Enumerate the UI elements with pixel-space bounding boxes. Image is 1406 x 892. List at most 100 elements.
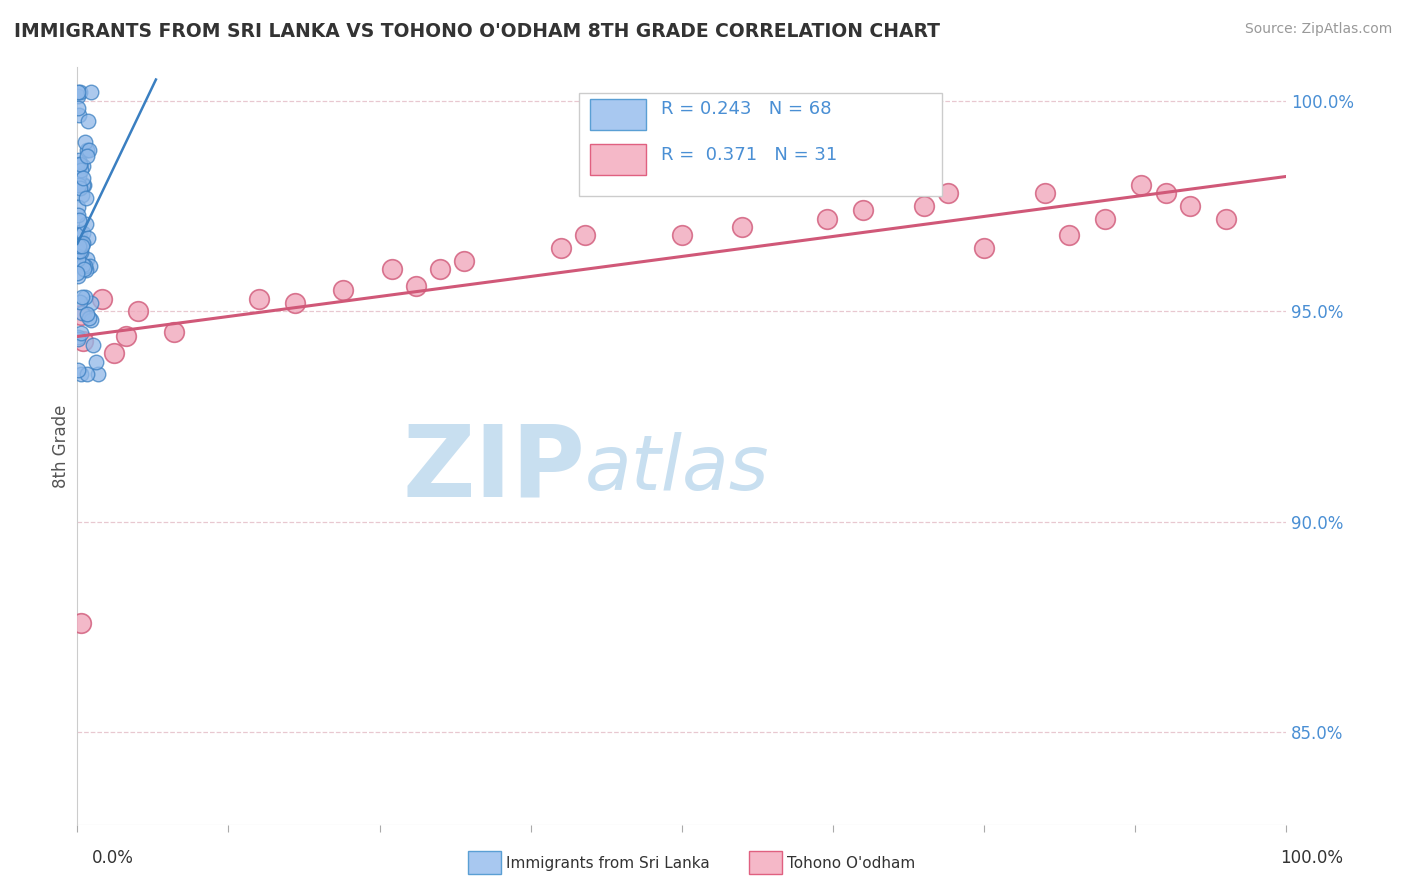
Point <box>114 329 136 343</box>
Point <box>70 368 93 382</box>
Point <box>76 149 98 163</box>
Point <box>67 212 90 227</box>
Point <box>163 325 186 339</box>
Point <box>86 355 108 369</box>
Point <box>70 615 93 630</box>
Point <box>87 368 110 382</box>
Point <box>815 211 838 226</box>
Point <box>405 279 427 293</box>
Point <box>72 159 94 173</box>
Point <box>67 200 90 214</box>
Point <box>70 326 93 340</box>
Text: 0.0%: 0.0% <box>91 849 134 867</box>
Point <box>75 262 97 277</box>
Point <box>70 162 93 177</box>
Point <box>90 292 112 306</box>
Point <box>69 294 91 309</box>
Text: ZIP: ZIP <box>402 420 585 517</box>
Y-axis label: 8th Grade: 8th Grade <box>52 404 70 488</box>
Point <box>1154 186 1177 201</box>
Point <box>69 108 91 122</box>
Point <box>574 228 596 243</box>
Point <box>936 186 959 201</box>
Point <box>381 262 404 277</box>
Point <box>73 178 96 193</box>
Text: Tohono O'odham: Tohono O'odham <box>787 856 915 871</box>
Point <box>70 290 93 304</box>
Point <box>73 260 96 274</box>
Point <box>453 253 475 268</box>
Point <box>72 226 94 240</box>
Point <box>72 306 94 320</box>
FancyBboxPatch shape <box>579 94 942 196</box>
Point <box>67 88 90 103</box>
Point <box>70 245 93 260</box>
Point <box>70 236 93 251</box>
Point <box>69 156 91 170</box>
Point <box>67 239 90 253</box>
Point <box>72 258 94 272</box>
Point <box>550 241 572 255</box>
Point <box>72 188 94 202</box>
Point <box>77 113 100 128</box>
Point <box>69 244 91 259</box>
Point <box>73 290 96 304</box>
Text: R = 0.243   N = 68: R = 0.243 N = 68 <box>661 101 832 119</box>
Point <box>76 368 98 382</box>
Point <box>284 295 307 310</box>
Point <box>69 85 91 99</box>
Point <box>1094 211 1116 226</box>
Point <box>75 191 97 205</box>
FancyBboxPatch shape <box>591 145 645 176</box>
Point <box>247 292 270 306</box>
Point <box>69 225 91 239</box>
Text: atlas: atlas <box>585 432 769 506</box>
Point <box>72 170 94 185</box>
Point <box>72 236 94 251</box>
Point <box>67 244 90 258</box>
Point <box>73 262 96 277</box>
Point <box>67 178 90 192</box>
Point <box>79 311 101 326</box>
Point <box>73 135 96 149</box>
Text: R =  0.371   N = 31: R = 0.371 N = 31 <box>661 146 838 164</box>
Point <box>1178 199 1201 213</box>
Point <box>76 143 98 157</box>
Point <box>69 169 91 183</box>
Point <box>66 158 89 172</box>
Point <box>69 158 91 172</box>
Text: Source: ZipAtlas.com: Source: ZipAtlas.com <box>1244 22 1392 37</box>
Point <box>127 304 149 318</box>
Point <box>429 262 451 277</box>
Point <box>67 209 90 223</box>
Point <box>75 217 97 231</box>
Point <box>76 307 98 321</box>
Point <box>1057 228 1080 243</box>
Point <box>69 158 91 172</box>
Point <box>67 268 90 283</box>
Point <box>67 153 90 167</box>
Point <box>66 266 89 280</box>
Text: Immigrants from Sri Lanka: Immigrants from Sri Lanka <box>506 856 710 871</box>
Point <box>973 241 995 255</box>
Point <box>1033 186 1056 201</box>
Point <box>731 219 754 234</box>
Point <box>66 242 89 256</box>
Point <box>332 283 354 297</box>
Point <box>72 334 94 348</box>
Point <box>77 230 100 244</box>
Text: 100.0%: 100.0% <box>1279 849 1343 867</box>
Point <box>66 330 89 344</box>
Point <box>852 203 875 218</box>
Point <box>80 312 103 326</box>
Point <box>72 178 94 192</box>
Point <box>67 363 90 377</box>
Point <box>70 309 93 323</box>
Point <box>67 227 90 242</box>
Point <box>79 260 101 274</box>
Point <box>79 85 101 99</box>
Point <box>70 239 93 253</box>
Point <box>671 228 693 243</box>
Point <box>1215 211 1237 226</box>
Point <box>912 199 935 213</box>
